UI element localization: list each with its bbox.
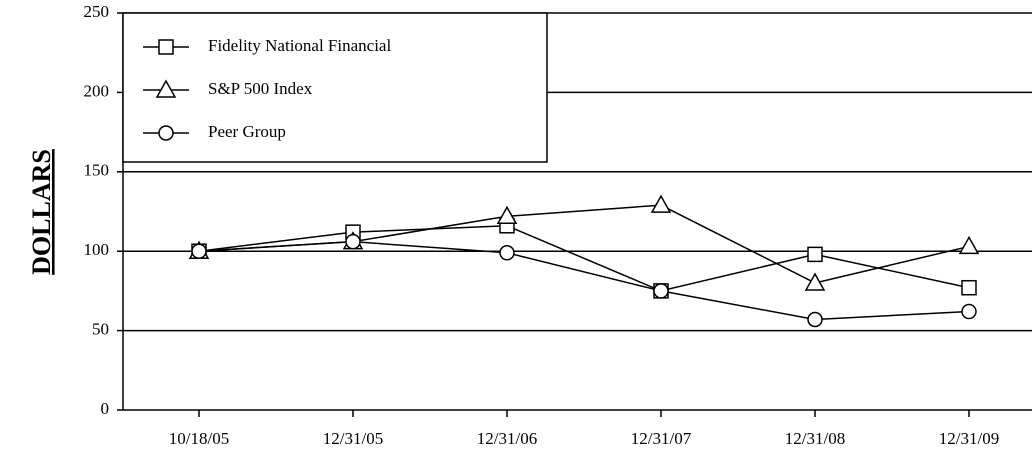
x-tick-label: 12/31/05 (323, 429, 383, 448)
y-tick-label: 100 (84, 240, 110, 259)
data-point (807, 246, 823, 263)
x-tick-label: 12/31/06 (477, 429, 537, 448)
x-tick-label: 10/18/05 (169, 429, 229, 448)
legend-marker (158, 39, 174, 55)
data-point (961, 303, 977, 320)
y-tick-label: 250 (84, 2, 110, 21)
data-point (650, 194, 672, 213)
series-line (198, 240, 970, 321)
y-tick-label: 0 (101, 399, 110, 418)
legend-box (122, 12, 548, 163)
legend-label: Peer Group (208, 122, 286, 141)
data-point (499, 245, 515, 261)
x-tick-label: 12/31/07 (631, 429, 692, 448)
data-point (496, 205, 518, 225)
data-point (653, 283, 669, 299)
legend-label: S&P 500 Index (208, 79, 313, 98)
data-point (345, 233, 361, 250)
y-tick-label: 50 (92, 320, 109, 339)
y-tick-label: 150 (84, 161, 110, 180)
series-line (198, 225, 970, 292)
x-tick-label: 12/31/09 (939, 429, 999, 448)
data-point (807, 311, 823, 328)
x-tick-label: 12/31/08 (785, 429, 845, 448)
legend-marker (158, 125, 174, 141)
legend-marker (155, 79, 177, 98)
data-point (191, 243, 207, 259)
legend-label: Fidelity National Financial (208, 36, 391, 55)
data-point (961, 279, 977, 296)
data-point (804, 272, 826, 291)
y-tick-label: 200 (84, 81, 110, 100)
data-point (958, 235, 980, 255)
y-axis-label: DOLLARS (27, 149, 56, 275)
